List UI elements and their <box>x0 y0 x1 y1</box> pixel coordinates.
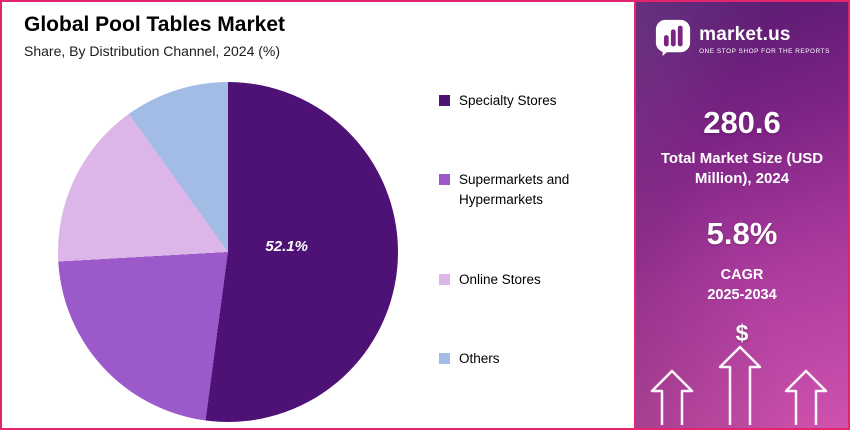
chart-area: Global Pool Tables Market Share, By Dist… <box>2 2 634 428</box>
legend-item-others: Others <box>439 349 607 369</box>
legend-swatch <box>439 174 450 186</box>
pie-slice-value-label: 52.1% <box>265 238 308 256</box>
page-title: Global Pool Tables Market <box>24 13 286 36</box>
total-market-size-label: Total Market Size (USD Million), 2024 <box>660 150 824 187</box>
legend-item-online-stores: Online Stores <box>439 270 607 290</box>
legend-swatch <box>439 352 450 364</box>
legend-label: Online Stores <box>459 271 541 287</box>
chart-subtitle: Share, By Distribution Channel, 2024 (%) <box>24 43 281 59</box>
marketus-logo-icon <box>654 18 692 61</box>
legend-label: Others <box>459 350 500 366</box>
legend-swatch <box>439 273 450 285</box>
legend-label: Specialty Stores <box>459 93 557 108</box>
chart-legend: Specialty Stores Supermarkets and Hyperma… <box>439 91 607 369</box>
legend-label: Supermarkets and Hypermarkets <box>459 172 570 208</box>
pie-chart: 52.1% <box>58 82 398 422</box>
brand-panel: market.us ONE STOP SHOP FOR THE REPORTS … <box>634 2 848 428</box>
total-market-size-value: 280.6 <box>703 105 781 140</box>
cagr-label-line1: CAGR <box>720 267 764 283</box>
cagr-value: 5.8% <box>706 216 778 251</box>
legend-item-supermarkets-and-hypermarkets: Supermarkets and Hypermarkets <box>439 170 607 211</box>
dollar-icon: $ <box>735 320 749 346</box>
cagr-label-line2: 2025-2034 <box>707 286 777 303</box>
brand-text: market.us ONE STOP SHOP FOR THE REPORTS <box>699 24 830 55</box>
brand-name: market.us <box>699 24 791 45</box>
brand-logo: market.us ONE STOP SHOP FOR THE REPORTS <box>636 18 848 61</box>
growth-arrows-icon <box>636 325 848 428</box>
cagr-label: CAGR 2025-2034 <box>636 266 848 305</box>
legend-item-specialty-stores: Specialty Stores <box>439 91 607 111</box>
legend-swatch <box>439 95 450 106</box>
brand-tagline: ONE STOP SHOP FOR THE REPORTS <box>699 48 830 55</box>
